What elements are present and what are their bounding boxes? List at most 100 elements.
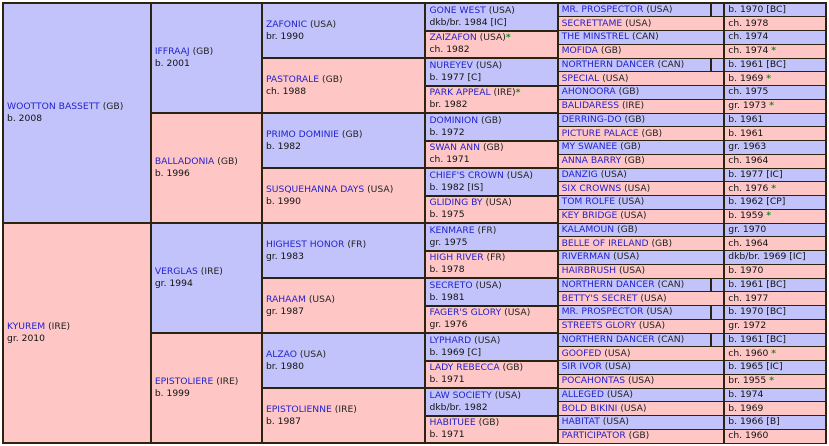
horse-name-link[interactable]: ALZAO: [265, 348, 297, 360]
horse-name-link[interactable]: SIX CROWNS: [561, 182, 622, 194]
horse-name-link[interactable]: SECRETTAME: [561, 17, 623, 29]
gen5-ancestor-name-cell: THE MINSTREL (CAN): [556, 30, 726, 45]
horse-name-link[interactable]: NORTHERN DANCER: [561, 333, 655, 345]
horse-name-link[interactable]: CHIEF'S CROWN: [429, 169, 504, 181]
horse-name-link[interactable]: MR. PROSPECTOR: [561, 3, 644, 15]
horse-name-link[interactable]: GONE WEST: [429, 4, 486, 16]
horse-name-link[interactable]: KALAMOUN: [561, 223, 615, 235]
horse-name-link[interactable]: FAGER'S GLORY: [429, 307, 502, 319]
horse-name-link[interactable]: HABITAT: [561, 416, 600, 428]
country-code: (CAN): [632, 31, 659, 43]
horse-name-link[interactable]: ANNA BARRY: [561, 155, 622, 167]
horse-name-link[interactable]: SWAN ANN: [429, 142, 481, 154]
horse-info: b. 1970 [BC]: [728, 3, 786, 15]
horse-name-link[interactable]: THE MINSTREL: [561, 31, 630, 43]
horse-name-link[interactable]: ALLEGED: [561, 388, 604, 400]
horse-info: ch. 1976: [728, 182, 769, 194]
gen5-ancestor-name-cell: NORTHERN DANCER (CAN): [556, 57, 712, 73]
horse-name-link[interactable]: IFFRAAJ: [154, 46, 190, 57]
pedigree-row: POCAHONTAS (USA) br. 1955 *: [3, 373, 827, 389]
star-marker-icon: *: [771, 45, 777, 57]
horse-name-link[interactable]: GLIDING BY: [429, 197, 483, 209]
horse-name-link[interactable]: RAHAAM: [265, 293, 306, 305]
horse-info: b. 1961 [BC]: [728, 333, 786, 345]
horse-info: dkb/br. 1984 [IC]: [429, 16, 507, 28]
horse-name-link[interactable]: STREETS GLORY: [561, 320, 636, 332]
horse-name-link[interactable]: BALIDARESS: [561, 100, 620, 112]
horse-name-link[interactable]: NUREYEV: [429, 59, 473, 71]
horse-name-link[interactable]: DOMINION: [429, 114, 479, 126]
horse-name-link[interactable]: PRIMO DOMINIE: [265, 128, 339, 140]
horse-name-link[interactable]: LADY REBECCA: [429, 362, 500, 374]
country-code: (USA): [506, 169, 533, 181]
horse-name-link[interactable]: ZAIZAFON: [429, 32, 477, 44]
gen3-ancestor-cell: EPISTOLIENNE (IRE) b. 1987: [260, 387, 427, 444]
horse-info: gr. 1970: [728, 223, 767, 235]
horse-name-link[interactable]: SUSQUEHANNA DAYS: [265, 183, 365, 195]
horse-name-link[interactable]: EPISTOLIERE: [154, 376, 214, 387]
horse-name-link[interactable]: BETTY'S SECRET: [561, 292, 638, 304]
pedigree-row: EPISTOLIERE (IRE) b. 1999 ALZAO (USA) br. 1…: [3, 332, 827, 444]
horse-name-link[interactable]: KENMARE: [429, 224, 475, 236]
gen4-ancestor-cell: DOMINION (GB) b. 1972: [424, 112, 559, 142]
gen5-ancestor-name-cell: MR. PROSPECTOR (USA): [556, 305, 712, 320]
horse-name-link[interactable]: WOOTTON BASSETT: [7, 101, 100, 112]
horse-name-link[interactable]: ZAFONIC: [265, 18, 308, 30]
gen4-ancestor-cell: LADY REBECCA (GB) b. 1971: [424, 359, 559, 389]
horse-name-link[interactable]: NORTHERN DANCER: [561, 278, 655, 290]
gen5-ancestor-info-cell: ch. 1974 *: [723, 43, 827, 59]
horse-name-link[interactable]: SIR IVOR: [561, 361, 602, 373]
horse-name-link[interactable]: DERRING-DO: [561, 113, 622, 125]
horse-name-link[interactable]: POCAHONTAS: [561, 375, 626, 387]
horse-name-link[interactable]: HAIRBRUSH: [561, 265, 617, 277]
pedigree-row: PARTICIPATOR (GB) ch. 1960: [3, 428, 827, 444]
country-code: (FR): [477, 224, 497, 236]
gen4-ancestor-cell: FAGER'S GLORY (USA) gr. 1976: [424, 304, 559, 334]
gen5-ancestor-name-cell: STREETS GLORY (USA): [556, 318, 726, 334]
horse-info: b. 1961: [728, 127, 764, 139]
country-code: (USA): [299, 348, 327, 360]
horse-name-link[interactable]: MY SWANEE: [561, 141, 618, 153]
horse-name-link[interactable]: LAW SOCIETY: [429, 389, 492, 401]
country-code: (GB): [217, 156, 238, 167]
horse-name-link[interactable]: LYPHARD: [429, 334, 472, 346]
horse-name-link[interactable]: HIGH RIVER: [429, 252, 484, 264]
horse-name-link[interactable]: GOOFED: [561, 347, 602, 359]
country-code: (USA): [475, 279, 502, 291]
horse-name-link[interactable]: BOLD BIKINI: [561, 402, 618, 414]
country-code: (USA): [309, 18, 337, 30]
horse-name-link[interactable]: BELLE OF IRELAND: [561, 237, 649, 249]
horse-name-link[interactable]: TOM ROLFE: [561, 196, 616, 208]
horse-info: b. 2001: [154, 58, 190, 69]
horse-name-link[interactable]: PASTORALE: [265, 73, 320, 85]
horse-name-link[interactable]: AHONOORA: [561, 86, 616, 98]
gen5-ancestor-name-cell: SECRETTAME (USA): [556, 16, 726, 31]
horse-name-link[interactable]: BALLADONIA: [154, 156, 215, 167]
horse-name-link[interactable]: PARTICIPATOR: [561, 430, 626, 442]
horse-name-link[interactable]: KEY BRIDGE: [561, 210, 618, 222]
country-code: (CAN): [657, 333, 685, 345]
gen5-ancestor-name-cell: MY SWANEE (GB): [556, 140, 726, 155]
horse-name-link[interactable]: SPECIAL: [561, 72, 600, 84]
horse-name-link[interactable]: KYUREM: [7, 321, 46, 332]
horse-name-link[interactable]: MR. PROSPECTOR: [561, 306, 644, 318]
horse-name-link[interactable]: PARK APPEAL: [429, 87, 491, 99]
horse-name-link[interactable]: NORTHERN DANCER: [561, 58, 655, 70]
horse-name-link[interactable]: RIVERMAN: [561, 251, 611, 263]
gen5-ancestor-name-cell: SIR IVOR (USA): [556, 360, 726, 375]
horse-name-link[interactable]: MOFIDA: [561, 45, 598, 57]
horse-name-link[interactable]: HIGHEST HONOR: [265, 238, 345, 250]
gen5-ancestor-info-cell: dkb/br. 1969 [IC]: [723, 250, 827, 265]
gen4-ancestor-cell: KENMARE (FR) gr. 1975: [424, 222, 559, 252]
star-marker-icon: *: [766, 210, 772, 222]
gen3-ancestor-cell: HIGHEST HONOR (FR) gr. 1983: [260, 222, 427, 279]
horse-name-link[interactable]: SECRETO: [429, 279, 473, 291]
horse-name-link[interactable]: HABITUEE: [429, 417, 476, 429]
horse-name-link[interactable]: EPISTOLIENNE: [265, 403, 332, 415]
horse-info: ch. 1975: [728, 86, 769, 98]
country-code: (CAN): [657, 278, 685, 290]
horse-name-link[interactable]: PICTURE PALACE: [561, 127, 639, 139]
gen1-ancestor-cell: KYUREM (IRE) gr. 2010: [2, 222, 152, 444]
horse-name-link[interactable]: VERGLAS: [154, 266, 198, 277]
horse-name-link[interactable]: DANZIG: [561, 168, 598, 180]
